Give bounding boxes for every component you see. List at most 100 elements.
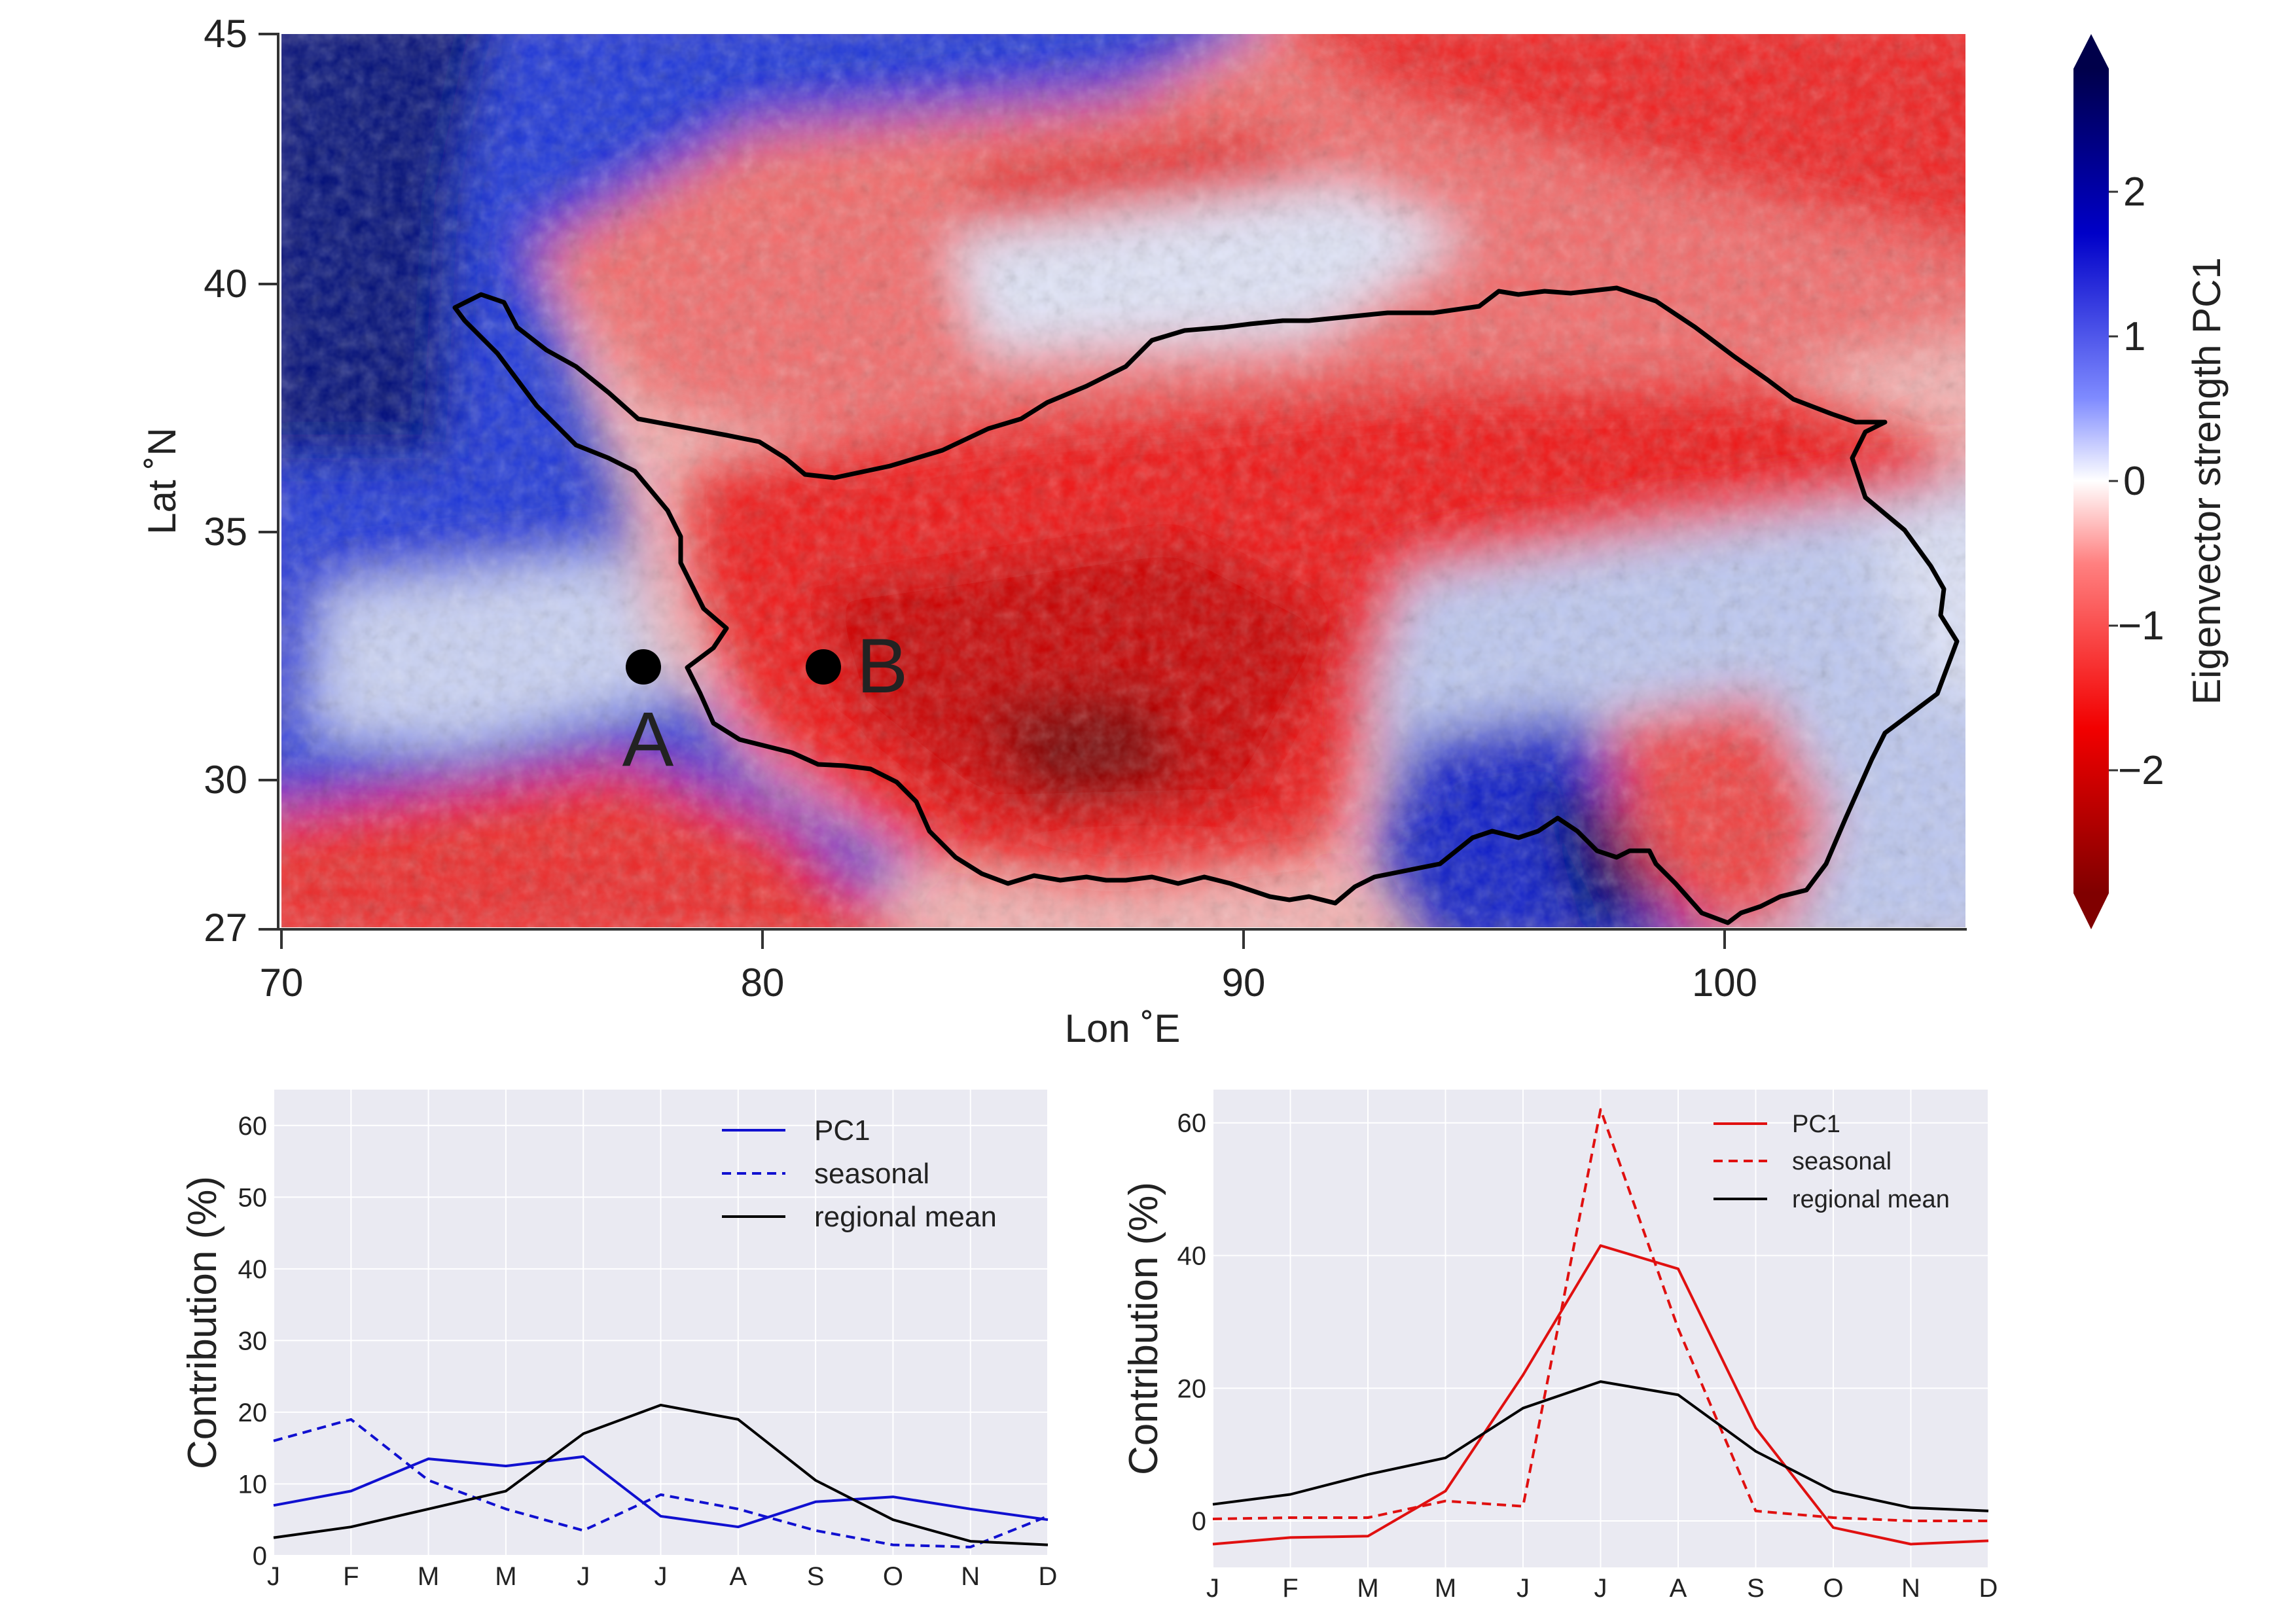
map-panel: A B 27 30 35 40 45 70 80 90 100 Lon ˚E L…	[140, 12, 2229, 1050]
svg-text:30: 30	[204, 758, 247, 802]
left-x-tick-label: D	[1039, 1562, 1058, 1591]
point-a-marker	[626, 649, 661, 685]
svg-text:PC1: PC1	[814, 1115, 870, 1147]
map-x-tick-80: 80	[741, 929, 784, 1005]
right-y-tick-label: 20	[1177, 1374, 1207, 1403]
left-y-tick-label: 0	[253, 1542, 267, 1571]
svg-text:1: 1	[2123, 314, 2145, 359]
map-y-tick-35: 35	[204, 510, 278, 554]
point-a-label: A	[622, 696, 674, 783]
left-x-tick-label: A	[729, 1562, 747, 1591]
left-x-tick-label: S	[807, 1562, 825, 1591]
right-legend-regional-mean: regional mean	[1713, 1186, 1950, 1213]
plateau-outline	[452, 285, 1960, 925]
svg-text:45: 45	[204, 12, 247, 56]
svg-text:seasonal: seasonal	[814, 1158, 929, 1190]
svg-text:PC1: PC1	[1792, 1111, 1840, 1138]
right-x-tick-label: O	[1823, 1574, 1843, 1603]
left-x-tick-label: M	[418, 1562, 439, 1591]
svg-text:regional mean: regional mean	[1792, 1186, 1950, 1213]
left-x-tick-label: F	[343, 1562, 359, 1591]
right-y-ticks: 0 20 40 60	[1177, 1109, 1207, 1536]
left-series-lines	[273, 1404, 1049, 1548]
svg-text:40: 40	[204, 262, 247, 306]
left-x-tick-label: J	[655, 1562, 668, 1591]
map-x-tick-100: 100	[1692, 929, 1757, 1005]
left-x-tick-label: M	[495, 1562, 516, 1591]
colorbar-label: Eigenvector strength PC1	[2185, 257, 2229, 705]
svg-text:70: 70	[260, 961, 304, 1005]
colorbar-gradient	[2073, 69, 2109, 893]
map-x-tick-70: 70	[260, 929, 304, 1005]
colorbar: 2 1 0 −1 −2 Eigenvector strength PC1	[2073, 34, 2229, 929]
left-legend-pc1: PC1	[722, 1115, 870, 1147]
right-x-tick-label: S	[1747, 1574, 1765, 1603]
left-legend-regional-mean: regional mean	[722, 1201, 997, 1233]
svg-text:35: 35	[204, 510, 247, 554]
left-y-tick-label: 20	[238, 1399, 268, 1427]
right-legend: PC1 seasonal regional mean	[1713, 1111, 1950, 1213]
right-series-regional-mean	[1212, 1380, 1989, 1512]
colorbar-tick-minus-2: −2	[2109, 748, 2164, 793]
map-x-label: Lon ˚E	[1065, 1007, 1181, 1050]
colorbar-tick-0: 0	[2109, 459, 2145, 504]
colorbar-lower-extension	[2073, 893, 2109, 929]
right-legend-pc1: PC1	[1713, 1111, 1840, 1138]
right-y-tick-label: 0	[1192, 1507, 1206, 1536]
left-legend-seasonal: seasonal	[722, 1158, 929, 1190]
svg-text:regional mean: regional mean	[814, 1201, 997, 1233]
right-x-tick-label: M	[1435, 1574, 1456, 1603]
right-x-tick-label: A	[1670, 1574, 1687, 1603]
colorbar-tick-minus-1: −1	[2109, 603, 2164, 649]
left-y-tick-label: 40	[238, 1255, 268, 1284]
svg-text:100: 100	[1692, 961, 1757, 1005]
left-y-tick-label: 50	[238, 1183, 268, 1212]
right-x-tick-label: N	[1901, 1574, 1920, 1603]
right-y-tick-label: 40	[1177, 1241, 1207, 1270]
right-x-tick-label: J	[1206, 1574, 1219, 1603]
svg-text:−2: −2	[2118, 748, 2164, 793]
right-x-tick-label: J	[1516, 1574, 1530, 1603]
right-x-tick-label: J	[1594, 1574, 1607, 1603]
right-grid	[1212, 1090, 1989, 1567]
left-x-tick-label: J	[267, 1562, 280, 1591]
svg-text:90: 90	[1222, 961, 1266, 1005]
svg-text:0: 0	[2123, 459, 2145, 504]
left-line-panel: 0 10 20 30 40 50 60 J F M M J J A S O N D Contribution (…	[180, 1090, 1057, 1591]
left-x-tick-label: N	[961, 1562, 980, 1591]
left-series-regional-mean	[273, 1404, 1049, 1546]
svg-text:27: 27	[204, 906, 247, 950]
left-grid	[273, 1090, 1049, 1556]
left-x-tick-label: J	[577, 1562, 590, 1591]
map-x-tick-90: 90	[1222, 929, 1266, 1005]
right-series-pc1	[1212, 1244, 1989, 1546]
left-x-tick-label: O	[883, 1562, 903, 1591]
map-y-tick-40: 40	[204, 262, 278, 306]
colorbar-upper-extension	[2073, 34, 2109, 69]
left-y-ticks: 0 10 20 30 40 50 60	[238, 1112, 268, 1571]
left-series-pc1	[273, 1455, 1049, 1529]
point-b-label: B	[857, 623, 908, 709]
left-y-tick-label: 60	[238, 1112, 268, 1141]
map-y-label: Lat ˚N	[140, 427, 184, 534]
svg-text:2: 2	[2123, 169, 2145, 215]
point-b-marker	[806, 649, 841, 685]
right-line-panel: 0 20 40 60 J F M M J J A S O N D Contribution (%) PC1…	[1121, 1090, 1998, 1603]
map-y-tick-27: 27	[204, 906, 278, 950]
right-x-tick-label: F	[1282, 1574, 1298, 1603]
svg-text:−1: −1	[2118, 603, 2164, 649]
right-series-seasonal	[1212, 1108, 1988, 1522]
field-texture	[281, 34, 1965, 927]
map-y-tick-45: 45	[204, 12, 278, 56]
right-y-tick-label: 60	[1177, 1109, 1207, 1138]
right-x-tick-label: D	[1979, 1574, 1998, 1603]
right-legend-seasonal: seasonal	[1713, 1148, 1892, 1175]
left-legend: PC1 seasonal regional mean	[722, 1115, 997, 1233]
left-y-label: Contribution (%)	[180, 1176, 225, 1469]
left-y-tick-label: 10	[238, 1470, 268, 1499]
right-series-lines	[1212, 1108, 1989, 1546]
right-y-label: Contribution (%)	[1121, 1182, 1166, 1475]
